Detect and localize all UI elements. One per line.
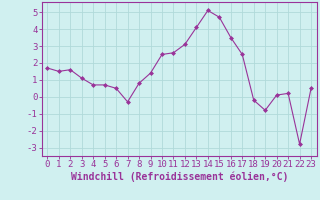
X-axis label: Windchill (Refroidissement éolien,°C): Windchill (Refroidissement éolien,°C) — [70, 172, 288, 182]
